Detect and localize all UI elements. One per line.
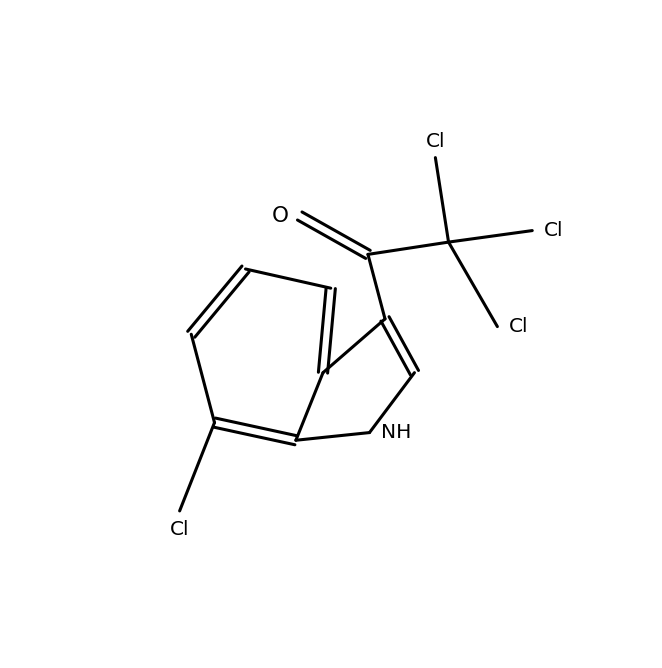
- Text: O: O: [271, 206, 289, 226]
- Text: NH: NH: [381, 423, 411, 442]
- Text: Cl: Cl: [426, 132, 445, 152]
- Text: Cl: Cl: [544, 221, 563, 240]
- Text: Cl: Cl: [508, 317, 528, 336]
- Text: Cl: Cl: [170, 520, 189, 539]
